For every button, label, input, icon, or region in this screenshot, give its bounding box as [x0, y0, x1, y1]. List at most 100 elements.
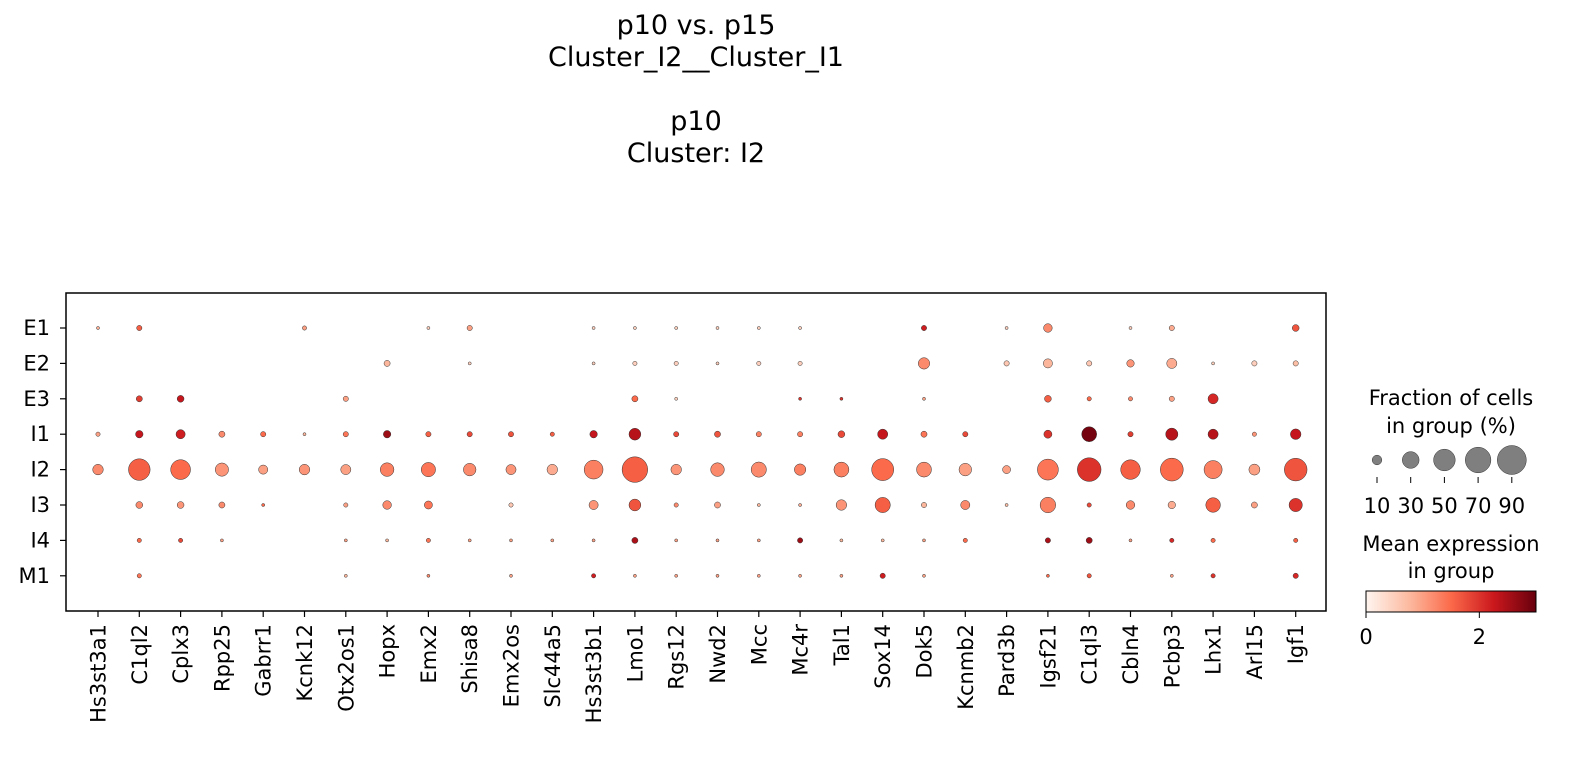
dot-M1-Otx2os1 [344, 574, 348, 578]
size-legend-dot [1465, 446, 1492, 474]
dot-I2-Emx2 [420, 462, 436, 478]
colorbar-tick-label: 2 [1473, 625, 1486, 649]
x-tick-label: Rgs12 [665, 624, 689, 690]
size-legend-label: 30 [1397, 494, 1424, 518]
dot-E1-Cbln4 [1128, 326, 1133, 330]
dot-I2-C1ql2 [128, 458, 151, 481]
dot-E2-Igf1 [1292, 360, 1299, 367]
dot-I1-Shisa8 [466, 431, 473, 438]
dot-M1-Emx2 [426, 574, 431, 578]
dot-M1-Tal1 [839, 574, 844, 578]
dot-E2-Pcbp3 [1166, 358, 1178, 369]
dot-I2-Hopx [380, 462, 395, 477]
dot-I2-Hs3st3b1 [583, 459, 604, 480]
x-tick-label: Emx2os [500, 624, 524, 707]
y-tick-label: I2 [30, 458, 50, 482]
dot-E1-Nwd2 [715, 326, 720, 330]
dot-E2-Pard3b [1003, 360, 1010, 367]
dot-I3-C1ql3 [1086, 502, 1092, 508]
dot-I4-Lmo1 [631, 537, 639, 544]
dot-E3-Lmo1 [631, 395, 639, 403]
x-tick-label: Mc4r [789, 624, 813, 676]
dot-I4-Pcbp3 [1169, 537, 1175, 543]
dot-I4-Emx2 [425, 537, 431, 543]
dot-I3-Cbln4 [1125, 500, 1136, 510]
dot-M1-Igsf21 [1046, 574, 1050, 578]
x-tick-label: Pard3b [995, 624, 1019, 697]
dot-M1-Pcbp3 [1170, 574, 1174, 578]
dot-I1-Hopx [383, 430, 392, 439]
dot-I4-Cplx3 [178, 537, 184, 543]
dot-I4-Rgs12 [674, 538, 678, 543]
x-tick-label: C1ql2 [128, 624, 152, 685]
dot-I4-Cbln4 [1128, 538, 1133, 543]
title-line: p10 vs. p15 [616, 10, 776, 41]
dot-E2-Dok5 [918, 357, 930, 370]
x-tick-label: Gabrr1 [252, 624, 276, 697]
dot-I2-Kcnk12 [298, 464, 311, 476]
dot-I2-Mc4r [794, 463, 807, 476]
size-legend-label: 10 [1364, 494, 1391, 518]
dot-I1-Tal1 [837, 430, 846, 438]
dot-I3-Mc4r [798, 503, 802, 507]
dot-I1-Kcnk12 [302, 432, 307, 436]
dot-I1-Pcbp3 [1165, 427, 1179, 441]
dot-I3-Hs3st3b1 [588, 500, 599, 510]
dot-M1-Dok5 [922, 574, 926, 578]
dot-M1-Nwd2 [715, 574, 720, 578]
dot-I1-Arl15 [1251, 431, 1257, 437]
dot-E2-Mc4r [797, 360, 803, 366]
dot-E3-Tal1 [839, 397, 844, 401]
dot-I3-Hopx [382, 500, 392, 510]
dot-M1-Emx2os [509, 574, 513, 578]
dot-M1-C1ql2 [136, 573, 142, 579]
dot-E1-Dok5 [921, 325, 927, 331]
dot-E1-Igf1 [1292, 324, 1300, 332]
dot-I4-Shisa8 [467, 538, 472, 543]
dot-I4-Rpp25 [220, 538, 224, 543]
dot-layer [92, 323, 1308, 579]
dot-E1-Hs3st3a1 [96, 326, 100, 330]
dot-E2-Hopx [383, 360, 391, 367]
dot-M1-Mc4r [798, 574, 802, 578]
dot-E1-Lmo1 [633, 326, 637, 330]
dot-I2-Sox14 [871, 458, 894, 481]
dot-I3-Kcnmb2 [960, 500, 971, 510]
dot-M1-Rgs12 [674, 574, 678, 578]
dot-I2-Cbln4 [1120, 459, 1141, 480]
dot-I3-Tal1 [835, 499, 847, 511]
size-legend-title-line: Fraction of cells [1369, 386, 1534, 410]
dot-I3-Igsf21 [1039, 496, 1056, 514]
x-tick-label: C1ql3 [1078, 624, 1102, 685]
y-tick-label: E2 [23, 351, 50, 375]
dot-I1-C1ql3 [1081, 426, 1097, 442]
x-tick-label: Kcnk12 [293, 624, 317, 702]
dot-E2-Igsf21 [1043, 358, 1053, 369]
y-tick-label: I4 [30, 528, 50, 552]
dot-I3-Rpp25 [218, 501, 226, 509]
dot-I2-Lmo1 [621, 456, 648, 483]
dot-I3-Rgs12 [673, 502, 679, 508]
x-tick-label: Dok5 [913, 624, 937, 679]
size-legend-dot [1402, 451, 1420, 469]
dot-I2-Nwd2 [710, 462, 725, 477]
dot-I4-Mcc [757, 538, 761, 543]
x-tick-label: Hs3st3b1 [582, 624, 606, 723]
dot-E2-Cbln4 [1126, 359, 1135, 368]
colorbar-tick-label: 0 [1359, 625, 1372, 649]
dot-I4-C1ql2 [136, 537, 142, 543]
dot-I2-Rpp25 [214, 462, 229, 477]
x-tick-label: Sox14 [871, 624, 895, 689]
x-tick-label: Otx2os1 [334, 624, 358, 712]
dot-I1-Mc4r [797, 431, 803, 438]
dot-E1-Shisa8 [466, 325, 473, 331]
dot-E1-Kcnk12 [302, 325, 307, 331]
dot-M1-Lhx1 [1210, 573, 1216, 579]
dot-I4-Igf1 [1293, 537, 1299, 543]
figure-title: p10 vs. p15 Cluster_I2__Cluster_I1 p10 C… [396, 10, 996, 170]
dot-I1-Otx2os1 [342, 431, 349, 438]
size-legend-label: 90 [1498, 494, 1525, 518]
dot-E3-Dok5 [922, 397, 926, 401]
dot-I2-Hs3st3a1 [92, 464, 104, 476]
dot-I2-C1ql3 [1077, 457, 1102, 482]
